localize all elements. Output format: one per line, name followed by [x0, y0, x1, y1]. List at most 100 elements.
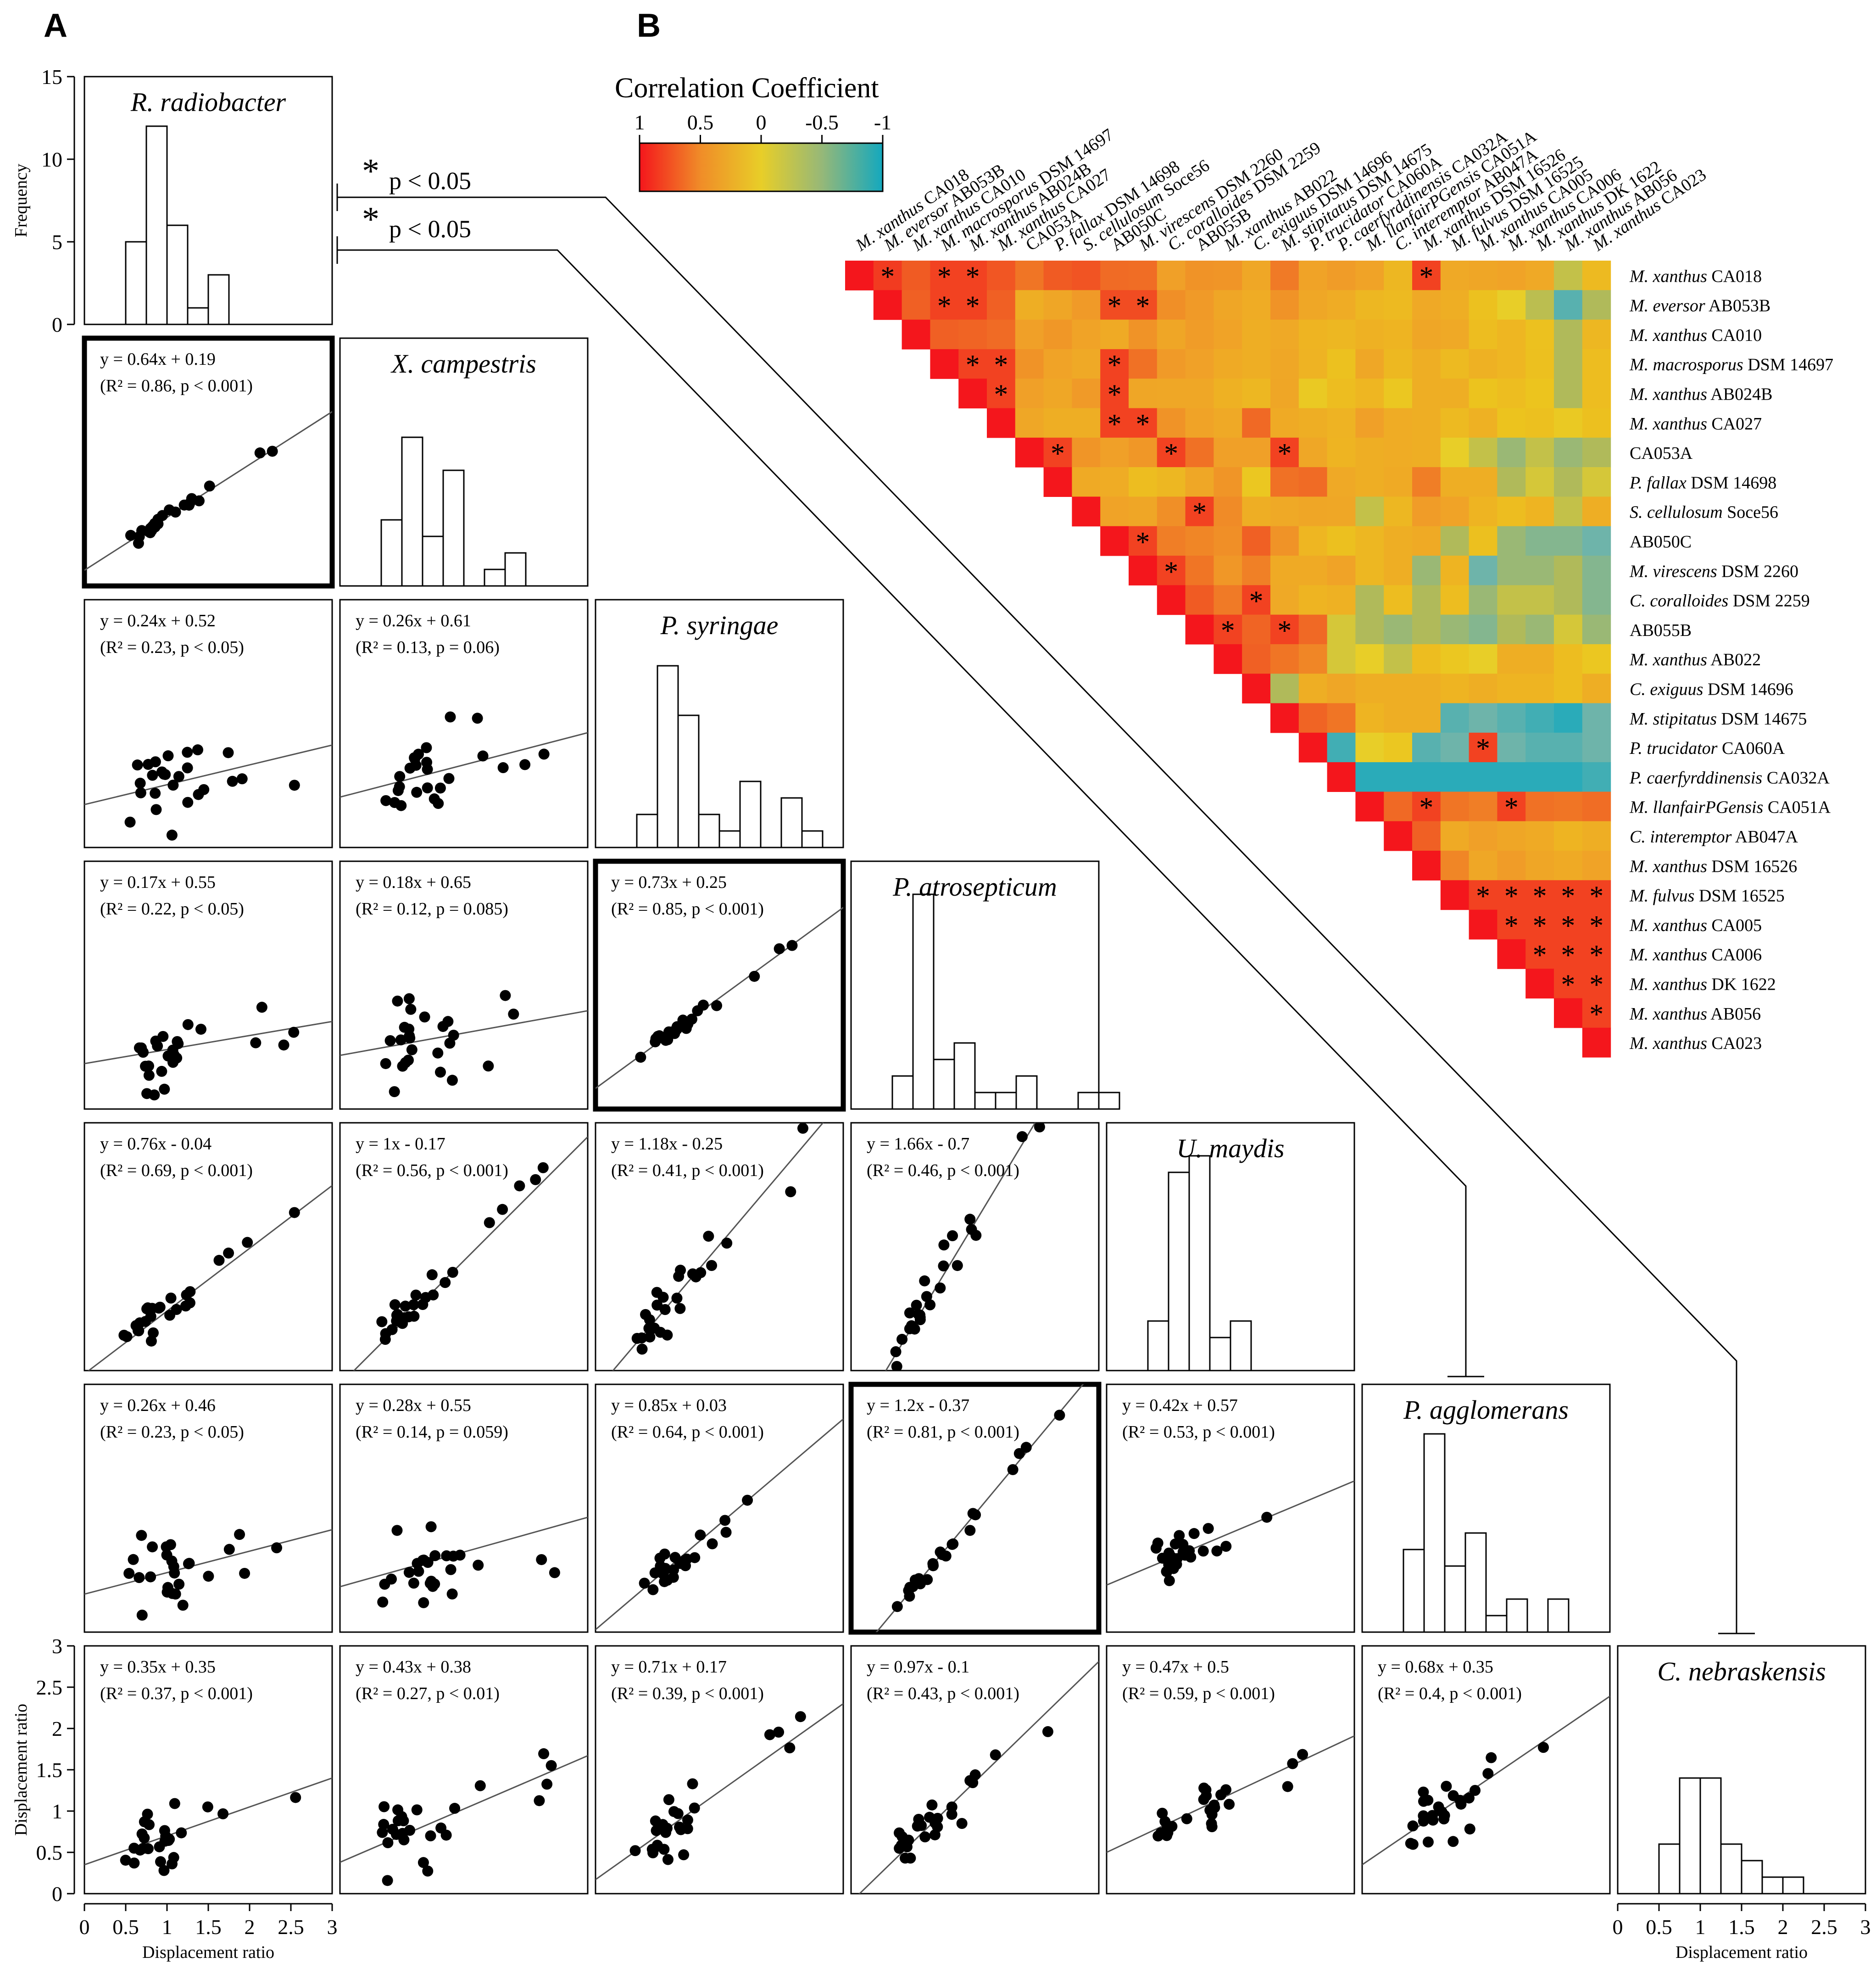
regression-equation: y = 0.47x + 0.5 [1122, 1657, 1229, 1677]
y-tick-label: 0 [52, 1882, 62, 1906]
heatmap-cell [1384, 408, 1413, 438]
regression-equation: y = 0.76x - 0.04 [100, 1134, 212, 1154]
heatmap-cell [1270, 556, 1299, 585]
regression-equation: y = 0.73x + 0.25 [611, 873, 727, 892]
heatmap-cell [1384, 703, 1413, 733]
scatter-point [121, 1331, 133, 1343]
sig-label: p < 0.05 [389, 167, 471, 195]
scatter-point [413, 1566, 424, 1577]
scatter-point [419, 1011, 430, 1023]
row-label: M. xanthus AB056 [1629, 1004, 1761, 1024]
scatter-point [546, 1760, 557, 1771]
heatmap-cell [1355, 644, 1384, 674]
scatter-point [964, 1525, 976, 1536]
heatmap-cell [1242, 290, 1271, 320]
regression-line [340, 1755, 588, 1863]
heatmap-cell [1412, 379, 1441, 409]
scatter-point [538, 748, 550, 760]
scatter-point [1177, 1539, 1189, 1550]
heatmap-cell [1384, 261, 1413, 290]
regression-stats: (R² = 0.23, p < 0.05) [100, 638, 244, 657]
regression-equation: y = 0.24x + 0.52 [100, 611, 216, 630]
sig-star: * [362, 200, 379, 239]
heatmap-cell [1355, 379, 1384, 409]
histogram-bar [484, 569, 506, 587]
regression-stats: (R² = 0.59, p < 0.001) [1122, 1684, 1275, 1703]
scatter-point [669, 1026, 680, 1037]
heatmap-cell [1185, 290, 1214, 320]
heatmap-cell [1270, 585, 1299, 615]
heatmap-cell [1525, 556, 1554, 585]
x-tick-label: 3 [1860, 1915, 1871, 1939]
heatmap-sig-star: * [994, 350, 1008, 381]
scatter-point [1181, 1813, 1192, 1824]
scatter-point [411, 1804, 423, 1816]
heatmap-sig-star: * [1589, 881, 1603, 912]
scatter-point [150, 1035, 161, 1047]
scatter-point [1157, 1807, 1168, 1819]
heatmap-cell [1298, 496, 1328, 527]
scatter-point [903, 1585, 914, 1596]
row-label-species: M. xanthus [1629, 326, 1707, 345]
panel-frame [339, 1383, 589, 1633]
scatter-point [143, 1070, 155, 1081]
heatmap-sig-star: * [1561, 910, 1575, 942]
scatter-point [913, 1309, 924, 1320]
scatter-point [1405, 1838, 1416, 1849]
scatter-point [172, 1036, 183, 1048]
scatter-point [142, 1843, 154, 1855]
heatmap-cell [1384, 762, 1413, 792]
scatter-point [156, 1065, 167, 1077]
scatter-point [901, 1841, 913, 1853]
row-label-species: M. xanthus [1629, 916, 1707, 935]
heatmap-cell [1440, 349, 1470, 379]
heatmap-cell [1355, 437, 1384, 468]
heatmap-cell [1327, 585, 1356, 615]
scatter-point [719, 1515, 731, 1526]
scatter-point [668, 1806, 680, 1817]
heatmap-cell [1469, 290, 1497, 320]
regression-stats: (R² = 0.12, p = 0.085) [356, 899, 508, 919]
heatmap-sig-star: * [1504, 910, 1519, 942]
scatter-point [128, 1554, 139, 1565]
heatmap-cell [1497, 732, 1526, 763]
heatmap-cell [1469, 467, 1497, 497]
scatter-point [150, 804, 162, 815]
heatmap-cell [1554, 969, 1583, 999]
heatmap-cell [1440, 556, 1470, 585]
heatmap-cell [1327, 762, 1356, 792]
heatmap-cell [1554, 556, 1583, 585]
heatmap-sig-star: * [1561, 940, 1575, 971]
scatter-point [223, 747, 234, 758]
scatter-point [155, 1856, 167, 1868]
scatter-5-3: y = 1.2x - 0.37 (R² = 0.81, p < 0.001) [867, 1384, 1084, 1632]
heatmap-cell [1525, 909, 1554, 940]
heatmap-cell [987, 349, 1016, 379]
heatmap-cell [1554, 851, 1583, 881]
heatmap-cell [1242, 467, 1271, 497]
row-label-species: M. stipitatus [1629, 709, 1717, 729]
row-label: M. xanthus AB024B [1629, 385, 1772, 404]
histogram-bar [1015, 1075, 1038, 1110]
scatter-point [671, 1293, 683, 1304]
heatmap-cell [1497, 644, 1526, 674]
heatmap-cell [1072, 467, 1101, 497]
heatmap-cell [1043, 379, 1072, 409]
heatmap-cell [1440, 467, 1470, 497]
scatter-point [377, 1596, 389, 1608]
heatmap-cell [1015, 319, 1044, 350]
row-label-species: M. xanthus [1629, 267, 1707, 286]
scatter-point [1441, 1781, 1452, 1792]
scatter-point [905, 1852, 916, 1864]
scatter-point [1438, 1813, 1450, 1825]
heatmap-cell [1412, 408, 1441, 438]
regression-equation: y = 0.97x - 0.1 [867, 1657, 969, 1677]
heatmap-cell [1554, 467, 1583, 497]
scatter-point [125, 530, 136, 541]
heatmap-cell [1185, 349, 1214, 379]
heatmap-cell [930, 319, 959, 350]
histogram-bar [636, 814, 658, 848]
scatter-point [173, 771, 184, 782]
regression-equation: y = 1x - 0.17 [356, 1134, 445, 1154]
heatmap-cell [1582, 703, 1611, 733]
